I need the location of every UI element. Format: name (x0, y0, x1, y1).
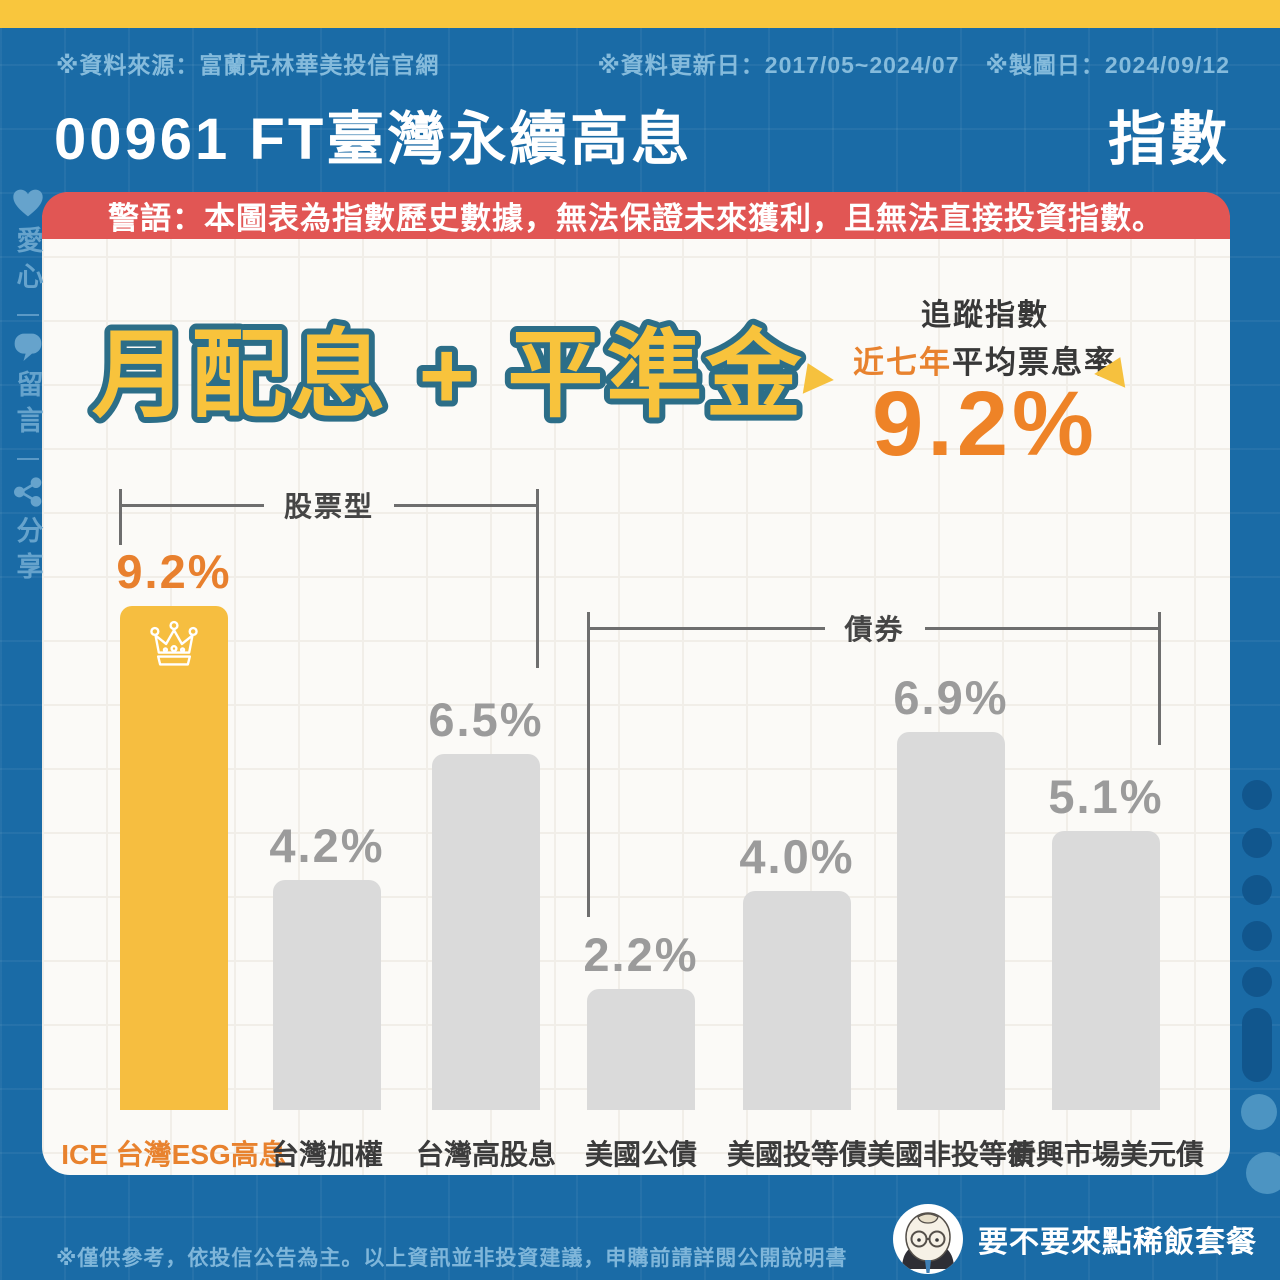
headline: 月配息 + 平準金 (86, 316, 807, 435)
group-bracket-bond: 債券 (588, 613, 1162, 645)
sidebar-item-share[interactable]: 分享 (9, 476, 48, 588)
chart-date-note: ※製圖日：2024/09/12 (985, 52, 1230, 78)
brand-avatar (893, 1204, 963, 1274)
dot (1242, 921, 1272, 951)
bracket-bond-label: 債券 (844, 614, 905, 645)
warning-banner: 警語：本圖表為指數歷史數據，無法保證未來獲利，且無法直接投資指數。 (42, 192, 1230, 239)
sidebar-item-like[interactable]: 愛心 (9, 188, 48, 298)
heart-icon (13, 189, 43, 217)
meta-notes-right: ※資料更新日：2017/05~2024/07 ※製圖日：2024/09/12 (597, 46, 1230, 80)
bracket-line (119, 503, 264, 507)
dot (1241, 1094, 1277, 1130)
stat-metric-label: 平均票息率 (952, 345, 1117, 380)
bracket-tick (119, 489, 122, 545)
bracket-line (588, 626, 825, 630)
stat-tracking-label: 追蹤指數 (921, 299, 1049, 332)
dot-pill (1242, 1008, 1272, 1082)
brand-name: 要不要來點稀飯套餐 (978, 1226, 1257, 1259)
dot (1242, 780, 1272, 810)
page-title: 00961 FT臺灣永續高息 (54, 107, 693, 172)
sidebar-item-label: 愛心 (12, 226, 43, 298)
comment-icon (14, 333, 42, 361)
bracket-equity-label: 股票型 (284, 491, 375, 522)
sidebar-item-label: 分享 (12, 516, 43, 588)
footer-disclaimer: ※僅供參考，依投信公告為主。以上資訊並非投資建議，申購前請詳閱公開說明書 (56, 1247, 848, 1270)
dot (1242, 828, 1272, 858)
sidebar: 愛心 留言 分享 (8, 188, 48, 588)
sidebar-item-comment[interactable]: 留言 (9, 332, 48, 442)
share-icon (14, 477, 42, 507)
stat-metric-line: 近七年平均票息率 (785, 337, 1185, 382)
stat-period: 近七年 (853, 345, 952, 380)
source-note: ※資料來源：富蘭克林華美投信官網 (56, 52, 440, 78)
brand: 要不要來點稀飯套餐 (892, 1203, 1257, 1275)
dot (1242, 967, 1272, 997)
sidebar-divider (17, 458, 39, 460)
sidebar-divider (17, 314, 39, 316)
sidebar-item-label: 留言 (12, 370, 43, 442)
content-card (42, 192, 1230, 1175)
top-accent-bar (0, 0, 1280, 28)
update-note: ※資料更新日：2017/05~2024/07 (597, 52, 960, 78)
warning-text: 警語：本圖表為指數歷史數據，無法保證未來獲利，且無法直接投資指數。 (108, 201, 1164, 236)
group-bracket-equity: 股票型 (119, 490, 540, 522)
bracket-tick (536, 489, 539, 668)
page-title-suffix: 指數 (1107, 107, 1230, 172)
stat-rate: 9.2% (872, 373, 1098, 475)
bracket-line (924, 626, 1162, 630)
bracket-tick (587, 612, 590, 917)
bracket-line (394, 503, 540, 507)
dot (1242, 875, 1272, 905)
dot (1246, 1152, 1280, 1194)
bracket-tick (1158, 612, 1161, 745)
headline-text: 月配息 + 平準金 (92, 322, 804, 429)
